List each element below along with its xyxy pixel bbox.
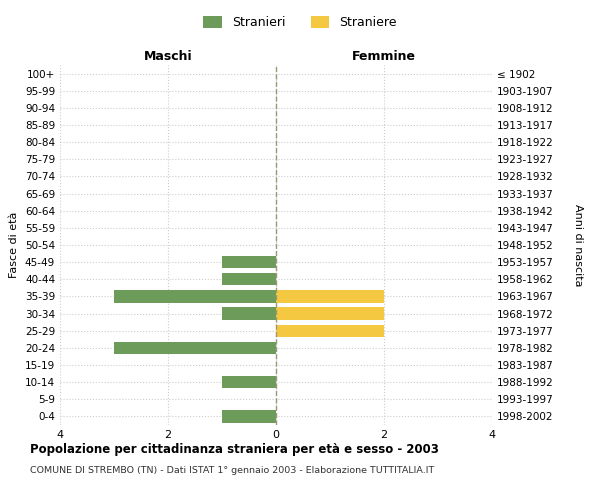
Y-axis label: Fasce di età: Fasce di età	[10, 212, 19, 278]
Bar	[276, 324, 384, 337]
Bar	[222, 256, 276, 268]
Legend: Stranieri, Straniere: Stranieri, Straniere	[198, 11, 402, 34]
Bar	[222, 308, 276, 320]
Text: Popolazione per cittadinanza straniera per età e sesso - 2003: Popolazione per cittadinanza straniera p…	[30, 442, 439, 456]
Bar	[114, 290, 276, 302]
Text: Femmine: Femmine	[352, 50, 416, 64]
Bar	[114, 342, 276, 354]
Text: Maschi: Maschi	[143, 50, 193, 64]
Bar	[276, 308, 384, 320]
Bar	[222, 410, 276, 422]
Y-axis label: Anni di nascita: Anni di nascita	[573, 204, 583, 286]
Bar	[222, 376, 276, 388]
Bar	[276, 290, 384, 302]
Text: COMUNE DI STREMBO (TN) - Dati ISTAT 1° gennaio 2003 - Elaborazione TUTTITALIA.IT: COMUNE DI STREMBO (TN) - Dati ISTAT 1° g…	[30, 466, 434, 475]
Bar	[222, 273, 276, 285]
